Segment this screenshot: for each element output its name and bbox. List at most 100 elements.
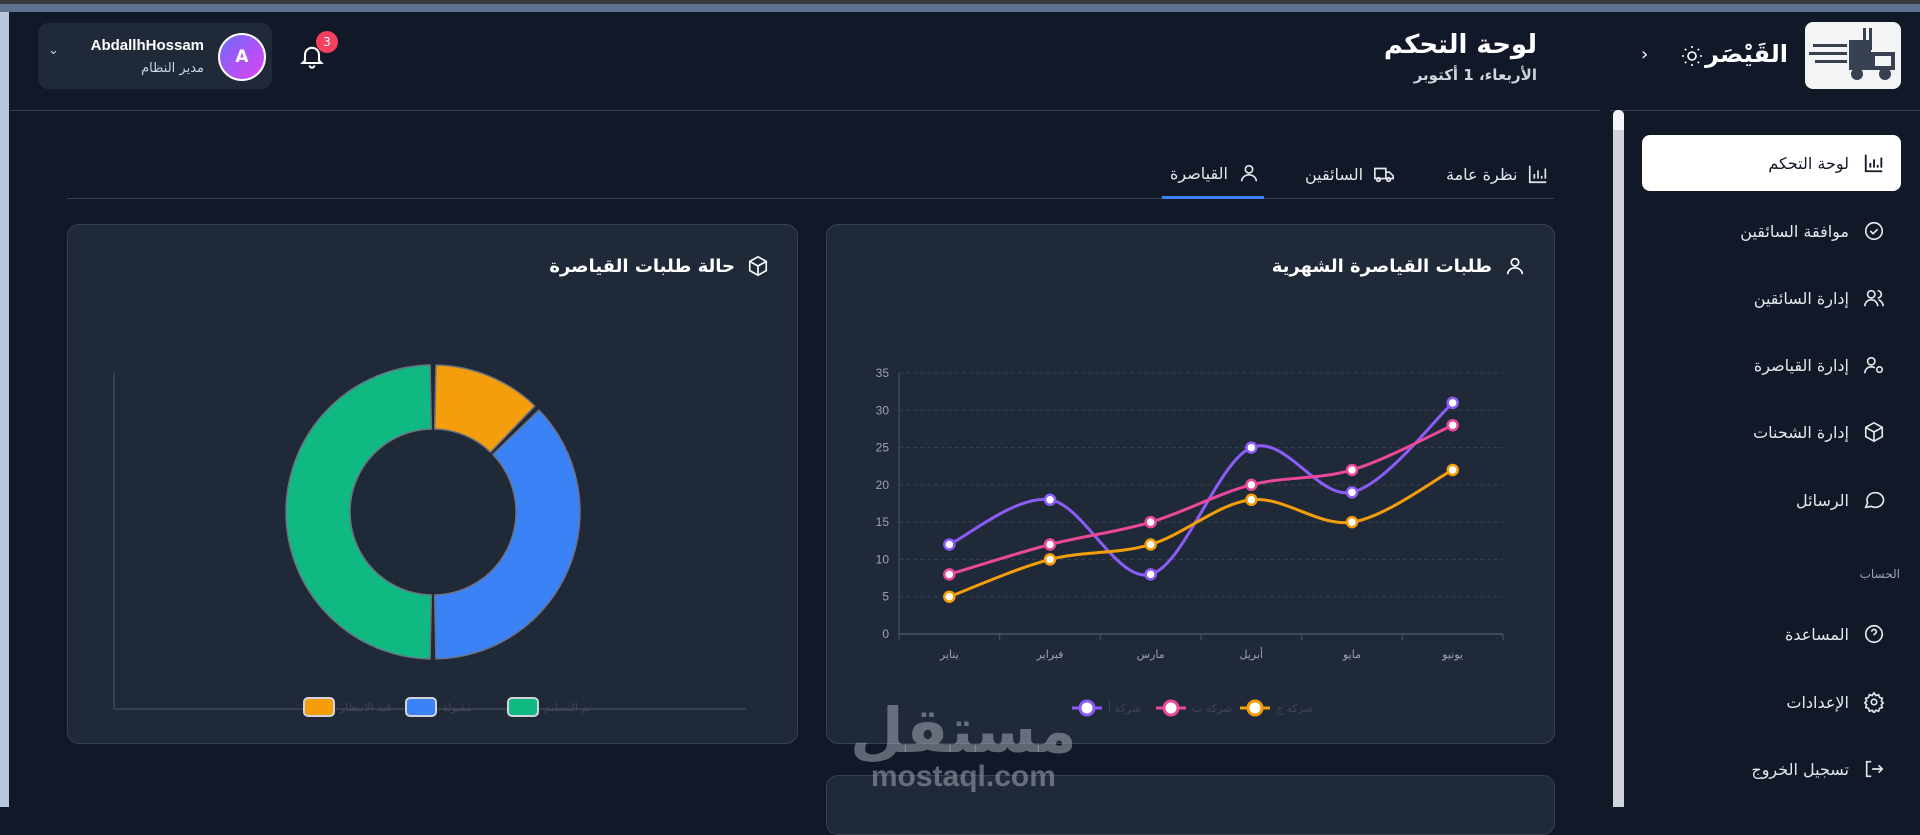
sun-icon[interactable] [1680,44,1704,68]
y-tick-label: 35 [876,366,890,380]
header-divider [10,110,1600,111]
window-top-bar [0,4,1920,12]
legend-label: تم التسليم [544,701,592,714]
y-tick-label: 10 [876,552,890,566]
monthly-requests-card: طلبات القياصرة الشهرية 0 5 10 15 20 25 30 35 ينا… [826,224,1555,744]
x-tick-label: يناير [939,648,959,661]
data-point [1345,486,1359,499]
data-point [1345,515,1359,529]
notification-badge: 3 [316,31,338,53]
user-icon [1240,164,1258,182]
bar-chart-icon [1529,165,1547,184]
sidebar-item-label: الرسائل [1796,490,1849,510]
tab-drivers[interactable]: السائقين [1305,150,1395,198]
card-title-text: حالة طلبات القياصرة [549,255,735,277]
bell-icon[interactable] [298,42,326,70]
data-point [1144,538,1157,551]
sidebar-item-label: موافقة السائقين [1740,221,1849,241]
chevron-down-icon: ⌄ [48,43,59,58]
series-line [948,401,1454,577]
sidebar-item-label: الإعدادات [1786,692,1849,712]
donut-slice [433,364,536,453]
message-icon [1864,491,1885,509]
user-cog-icon [1864,356,1884,374]
user-menu[interactable]: ⌄ AbdallhHossam مدير النظام A [38,23,272,89]
sidebar-scrollbar[interactable] [1613,110,1624,807]
x-tick-label: فبراير [1036,648,1064,661]
truck-icon [1374,167,1395,183]
sidebar-item-label: إدارة الشحنات [1753,422,1849,442]
tab-label: السائقين [1305,164,1364,184]
y-tick-label: 15 [876,515,890,529]
series-line [948,468,1454,599]
x-tick-label: أبريل [1240,647,1264,661]
watermark: مستقل mostaql.com [850,700,1077,792]
logo [1805,22,1901,89]
sidebar-item-shipments[interactable]: إدارة الشحنات [1642,404,1901,460]
sidebar-item-logout[interactable]: تسجيل الخروج [1642,741,1901,797]
data-point [943,538,956,551]
sidebar-item-help[interactable]: المساعدة [1642,606,1901,662]
logout-icon [1865,760,1884,778]
legend-swatch [405,697,437,717]
window-left-edge [0,12,9,807]
scrollbar-thumb[interactable] [1613,110,1624,130]
bar-chart-icon [1864,154,1883,173]
user-name: AbdallhHossam [90,37,204,54]
sidebar-item-dashboard[interactable]: لوحة التحكم [1642,135,1901,191]
request-status-card: حالة طلبات القياصرة قيد الانتظار مقبولة تم… [67,224,798,744]
brand-name: القَيْصَر [1705,40,1788,68]
sidebar-item-drivers[interactable]: إدارة السائقين [1642,270,1901,326]
legend-swatch [507,697,539,717]
data-point [1245,493,1258,507]
watermark-arabic: مستقل [850,694,1077,767]
sidebar-item-settings[interactable]: الإعدادات [1642,674,1901,730]
data-point [1245,441,1258,454]
help-icon [1864,624,1884,644]
sidebar-item-label: إدارة القياصرة [1753,355,1849,375]
donut-slice [433,409,581,660]
data-point [1345,463,1359,477]
series-line [948,423,1454,576]
data-point [943,590,956,603]
legend-label: شركة ج [1276,702,1313,715]
tab-caesars[interactable]: القياصرة [1162,150,1264,199]
package-icon [1864,421,1884,443]
x-tick-label: مارس [1137,648,1165,661]
card-title: طلبات القياصرة الشهرية [1272,255,1526,277]
legend-label: شركة ب [1192,702,1232,715]
data-point [943,568,956,581]
tabs-divider [67,198,1554,199]
data-point [1446,463,1459,477]
legend-marker [1162,699,1180,717]
check-circle-icon [1864,221,1884,241]
y-tick-label: 30 [876,403,890,417]
data-point [1043,538,1057,551]
legend-marker [1246,699,1264,717]
donut-chart: قيد الانتظار مقبولة تم التسليم [113,364,746,717]
card-title: حالة طلبات القياصرة [549,255,769,277]
x-tick-label: يونيو [1441,648,1463,661]
legend-label: شركة أ [1108,701,1141,715]
data-point [1043,493,1057,507]
sidebar-item-label: لوحة التحكم [1768,153,1849,173]
data-point [1144,515,1157,529]
line-chart: 0 5 10 15 20 25 30 35 يناير فبراير مارس أبريل مايو يو… [876,366,1504,717]
legend-swatch [303,697,335,717]
sidebar-item-caesars[interactable]: إدارة القياصرة [1642,337,1901,393]
sidebar-item-driver-approval[interactable]: موافقة السائقين [1642,203,1901,259]
data-point [1446,396,1459,410]
page-date: الأربعاء، 1 أكتوبر [1413,66,1537,84]
donut-slice [285,364,433,660]
legend-label: مقبولة [442,701,472,714]
chevron-right-icon[interactable]: › [1641,44,1649,65]
user-icon [1506,257,1524,275]
user-role: مدير النظام [141,61,204,76]
y-tick-label: 20 [876,478,890,492]
data-point [1144,568,1157,581]
data-point [1446,418,1459,432]
window-top-border [0,0,1920,4]
tab-overview[interactable]: نظرة عامة [1446,150,1549,198]
watermark-url: mostaql.com [870,760,1056,793]
sidebar-item-messages[interactable]: الرسائل [1642,472,1901,528]
